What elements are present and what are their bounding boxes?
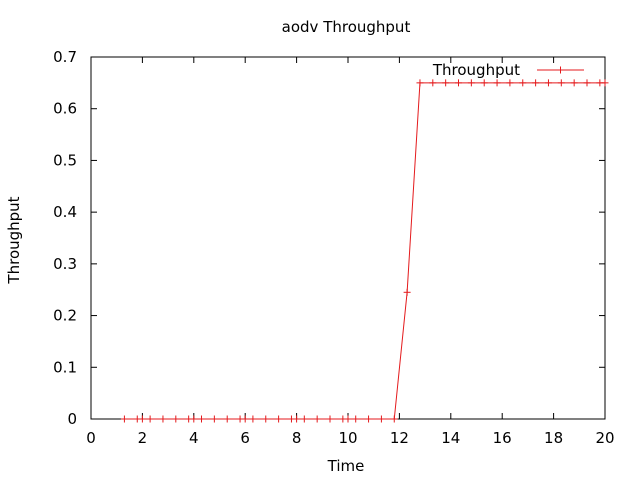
data-point xyxy=(365,415,373,423)
data-point xyxy=(120,415,128,423)
data-point xyxy=(429,79,437,87)
data-point xyxy=(583,79,591,87)
y-tick-label: 0 xyxy=(67,410,77,428)
data-point xyxy=(138,415,146,423)
y-tick-label: 0.1 xyxy=(53,358,77,376)
x-tick-label: 16 xyxy=(493,429,512,447)
data-point xyxy=(293,415,301,423)
y-tick-label: 0.2 xyxy=(53,307,77,325)
data-point xyxy=(275,415,283,423)
data-point xyxy=(557,79,565,87)
series-throughput xyxy=(120,79,609,423)
y-axis-label: Throughput xyxy=(5,196,23,284)
data-point xyxy=(601,79,609,87)
y-tick-label: 0.3 xyxy=(53,255,77,273)
data-point xyxy=(493,79,501,87)
data-point xyxy=(249,415,257,423)
legend: Throughput xyxy=(432,61,584,79)
y-tick-label: 0.5 xyxy=(53,151,77,169)
data-point xyxy=(352,415,360,423)
data-point xyxy=(467,79,475,87)
x-axis: 0 2 4 6 8 10 12 14 16 18 20 xyxy=(86,57,615,447)
data-point xyxy=(442,79,450,87)
data-point xyxy=(532,79,540,87)
plot-frame xyxy=(90,56,606,420)
x-tick-label: 4 xyxy=(189,429,199,447)
data-point xyxy=(241,415,249,423)
x-tick-label: 20 xyxy=(595,429,614,447)
data-point xyxy=(146,415,154,423)
data-point xyxy=(223,415,231,423)
x-tick-label: 12 xyxy=(390,429,409,447)
y-tick-label: 0.4 xyxy=(53,203,77,221)
x-tick-label: 0 xyxy=(86,429,96,447)
x-tick-label: 6 xyxy=(240,429,250,447)
data-point xyxy=(344,415,352,423)
data-point xyxy=(480,79,488,87)
data-point xyxy=(390,415,398,423)
data-point xyxy=(519,79,527,87)
x-tick-label: 14 xyxy=(441,429,460,447)
data-point xyxy=(377,415,385,423)
data-point xyxy=(403,288,411,296)
y-tick-label: 0.7 xyxy=(53,48,77,66)
data-point xyxy=(159,415,167,423)
x-tick-label: 2 xyxy=(138,429,148,447)
y-tick-label: 0.6 xyxy=(53,100,77,118)
x-axis-label: Time xyxy=(327,457,365,475)
legend-label: Throughput xyxy=(432,61,520,79)
data-point xyxy=(416,79,424,87)
chart-title: aodv Throughput xyxy=(282,18,411,36)
data-point xyxy=(300,415,308,423)
y-axis: 0 0.1 0.2 0.3 0.4 0.5 0.6 0.7 xyxy=(53,48,605,428)
data-point xyxy=(455,79,463,87)
data-point xyxy=(190,415,198,423)
x-tick-label: 18 xyxy=(544,429,563,447)
data-point xyxy=(326,415,334,423)
data-point xyxy=(262,415,270,423)
data-point xyxy=(544,79,552,87)
data-point xyxy=(210,415,218,423)
data-point xyxy=(172,415,180,423)
series-line xyxy=(124,82,605,420)
x-tick-label: 8 xyxy=(292,429,302,447)
data-point xyxy=(198,415,206,423)
data-point xyxy=(570,79,578,87)
data-point xyxy=(313,415,321,423)
x-tick-label: 10 xyxy=(338,429,357,447)
data-point xyxy=(506,79,514,87)
